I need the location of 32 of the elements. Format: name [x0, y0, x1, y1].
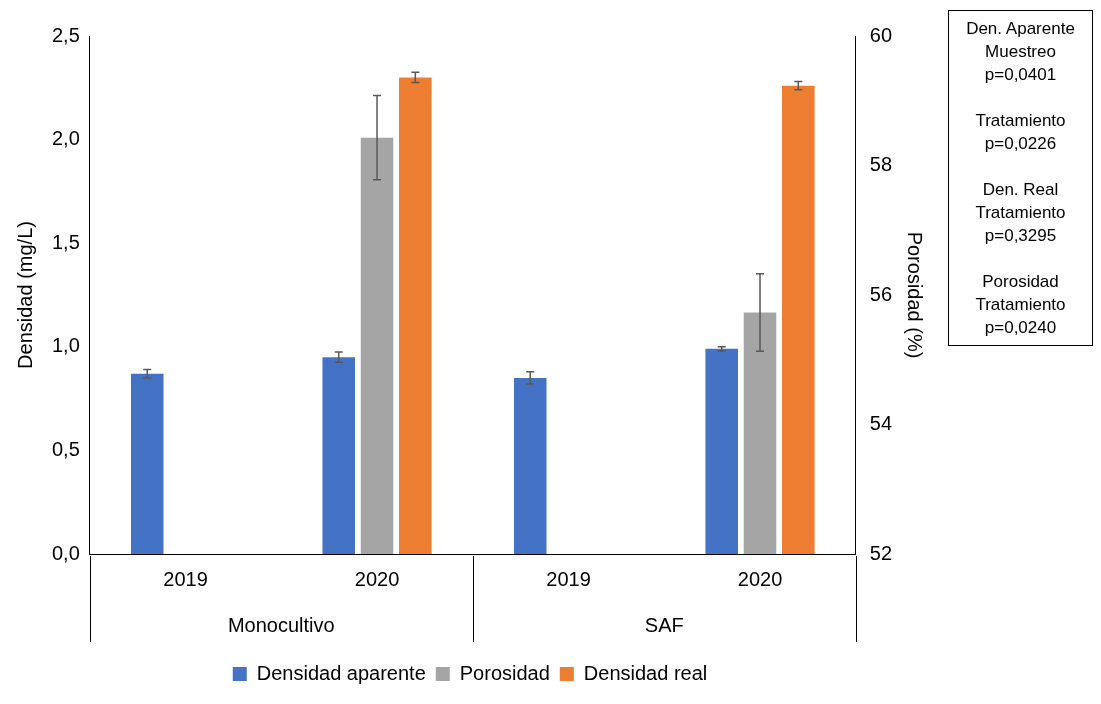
text: Tratamiento p=0,0226 [974, 110, 1067, 155]
y-tick-label: 0,0 [51, 541, 80, 564]
text: Porosidad Tratamiento p=0,0240 [974, 271, 1067, 339]
y2-axis-title: Porosidad (%) [904, 231, 927, 359]
text: Den. Aparente Muestreo p=0,0401 [965, 18, 1076, 86]
y-axis-title: Densidad (mg/L) [13, 221, 36, 369]
y-tick-label: 1,5 [51, 230, 80, 253]
legend-label: Densidad real [583, 661, 708, 684]
bar [705, 348, 738, 554]
y2-tick-label: 52 [869, 541, 892, 564]
bar [513, 377, 547, 554]
bar [399, 77, 432, 554]
bar [322, 357, 356, 554]
y-tick-label: 0,5 [51, 437, 80, 460]
bar [782, 85, 815, 554]
y2-tick-label: 60 [869, 23, 892, 46]
text: SAF [644, 613, 684, 636]
legend-label: Densidad aparente [256, 661, 426, 684]
legend-label: Porosidad [459, 661, 550, 684]
y2-tick-label: 56 [869, 282, 892, 305]
x-tick-label: 2019 [163, 567, 208, 590]
text: Den. Real Tratamiento p=0,3295 [974, 179, 1067, 247]
x-tick-label: 2019 [546, 567, 591, 590]
y2-tick-label: 58 [869, 153, 892, 176]
y-tick-label: 2,5 [51, 23, 80, 46]
x-tick-label: 2020 [354, 567, 400, 590]
text: Monocultivo [227, 613, 335, 636]
x-tick-label: 2020 [737, 567, 783, 590]
y-tick-label: 1,0 [51, 334, 80, 357]
y2-tick-label: 54 [869, 412, 892, 435]
y-tick-label: 2,0 [51, 127, 80, 150]
bar [130, 373, 164, 554]
